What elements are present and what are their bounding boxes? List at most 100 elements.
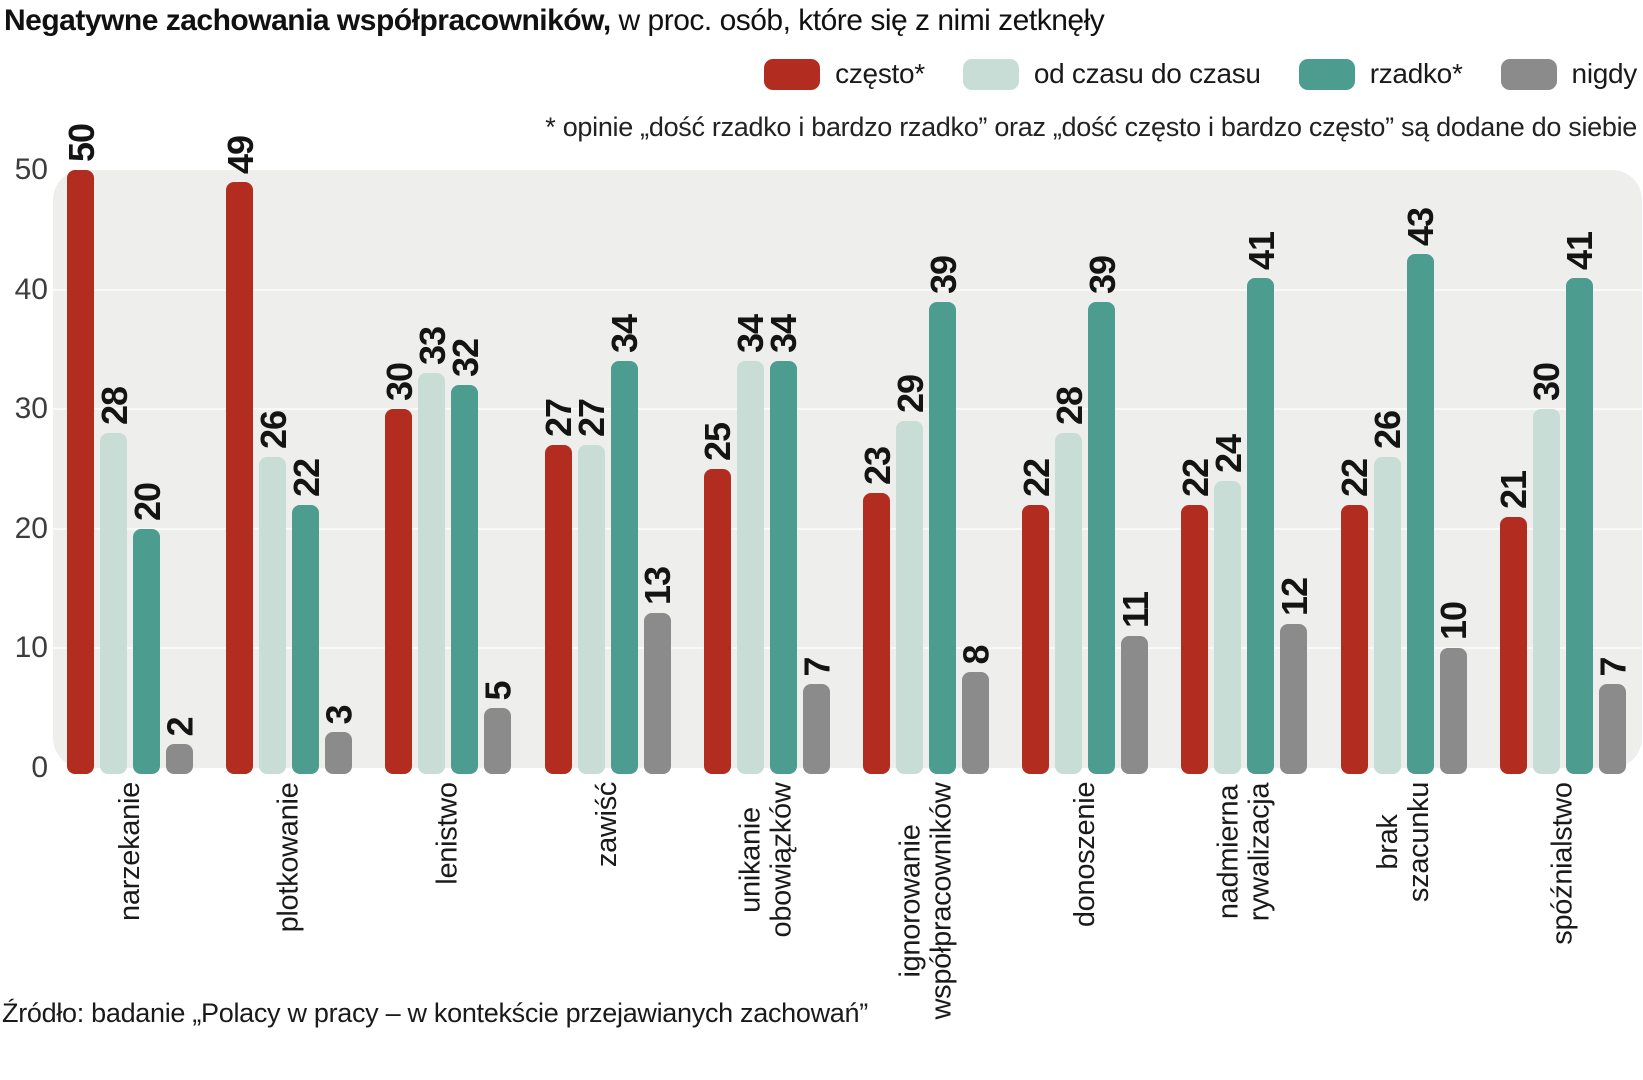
bar-value-label: 12 <box>1273 578 1315 617</box>
bar <box>451 385 479 774</box>
category-label: nadmierna rywalizacja <box>1212 782 1276 921</box>
bar <box>226 181 254 774</box>
bar <box>1055 433 1083 774</box>
source-note: Źródło: badanie „Polacy w pracy – w kont… <box>2 998 868 1028</box>
bar-value-label: 30 <box>378 363 420 402</box>
bar-value-label: 10 <box>1433 602 1475 641</box>
bar-value-label: 49 <box>219 135 261 174</box>
bar <box>769 361 797 774</box>
y-axis-tick: 40 <box>14 272 48 306</box>
bar-value-label: 23 <box>856 446 898 485</box>
chart-legend: często* od czasu do czasu rzadko* nigdy <box>764 58 1637 90</box>
legend-item: nigdy <box>1500 58 1638 90</box>
bar-value-label: 34 <box>730 315 772 354</box>
bar <box>577 445 605 774</box>
bar <box>1532 409 1560 774</box>
bar <box>484 708 512 774</box>
bar <box>1499 516 1527 774</box>
category-label: zawiść <box>591 781 624 868</box>
bar-value-label: 22 <box>1334 458 1376 497</box>
bar-value-label: 26 <box>1367 411 1409 450</box>
bar <box>1247 277 1275 774</box>
bar <box>1565 277 1593 774</box>
y-axis-tick: 20 <box>14 511 48 545</box>
chart-footnote: * opinie „dość rzadko i bardzo rzadko” o… <box>545 112 1637 142</box>
bar <box>736 361 764 774</box>
bar-value-label: 30 <box>1526 363 1568 402</box>
bar-value-label: 34 <box>763 315 805 354</box>
bar-value-label: 50 <box>60 123 102 163</box>
bar <box>325 732 353 774</box>
bar-value-label: 33 <box>411 327 453 366</box>
y-axis-tick: 0 <box>31 751 48 784</box>
bar-value-label: 22 <box>1174 458 1216 497</box>
legend-label: rzadko* <box>1369 58 1463 89</box>
category-label: unikanie obowiązków <box>734 782 798 937</box>
bar <box>896 421 923 774</box>
bar <box>385 409 413 774</box>
bar <box>1406 253 1434 774</box>
legend-label: często* <box>835 58 925 89</box>
y-axis-tick: 50 <box>14 153 48 186</box>
bar <box>166 744 193 774</box>
bar <box>1439 648 1467 774</box>
bar <box>133 528 160 774</box>
bar-value-label: 3 <box>318 705 360 725</box>
legend-swatch <box>962 58 1019 90</box>
legend-swatch <box>764 58 821 90</box>
bar <box>1088 301 1116 774</box>
bar <box>1121 636 1149 774</box>
category-label: lenistwo <box>432 781 465 885</box>
bar <box>1373 457 1401 774</box>
gridline <box>53 408 1642 411</box>
gridline <box>53 288 1642 291</box>
legend-label: nigdy <box>1571 58 1638 89</box>
legend-item: rzadko* <box>1298 58 1463 90</box>
bar-value-label: 27 <box>538 399 580 438</box>
bar-value-label: 24 <box>1207 434 1249 473</box>
bar-value-label: 41 <box>1240 231 1282 270</box>
bar-value-label: 21 <box>1493 470 1535 509</box>
category-label: ignorowanie współpracowników <box>893 782 957 1019</box>
gridline <box>53 527 1642 530</box>
bar-value-label: 32 <box>444 339 486 378</box>
bar <box>802 684 830 774</box>
bar <box>418 373 446 774</box>
bar <box>544 445 572 774</box>
page-title-bold: Negatywne zachowania współpracowników, <box>4 4 611 37</box>
bar <box>292 504 320 774</box>
category-label: donoszenie <box>1068 781 1101 928</box>
bar-value-label: 5 <box>477 681 519 701</box>
bar <box>1340 504 1368 774</box>
page-title-subtitle: w proc. osób, które się z nimi zetknęły <box>610 4 1105 37</box>
bar-value-label: 41 <box>1559 231 1601 270</box>
y-axis-tick: 10 <box>14 631 48 665</box>
bar-value-label: 13 <box>637 566 679 605</box>
bar <box>929 301 956 774</box>
bar <box>259 457 287 774</box>
gridline <box>53 647 1642 650</box>
legend-swatch <box>1500 58 1557 90</box>
legend-item: od czasu do czasu <box>962 58 1261 90</box>
category-label: brak szacunku <box>1371 781 1435 903</box>
bar-value-label: 28 <box>93 387 135 426</box>
bar <box>1022 504 1050 774</box>
bar-value-label: 2 <box>159 717 201 737</box>
legend-swatch <box>1298 58 1355 90</box>
bar <box>962 672 989 774</box>
page-title: Negatywne zachowania współpracowników, w… <box>4 2 1105 40</box>
bar-value-label: 34 <box>604 315 646 354</box>
bar-value-label: 43 <box>1400 207 1442 246</box>
bar <box>703 469 731 774</box>
bar-value-label: 20 <box>126 482 168 521</box>
y-axis-tick: 30 <box>14 392 48 426</box>
bar-value-label: 26 <box>252 411 294 450</box>
bar-value-label: 8 <box>955 645 997 665</box>
category-label: plotkowanie <box>272 782 305 932</box>
bar-value-label: 22 <box>285 458 327 497</box>
bar <box>1280 624 1308 774</box>
bar <box>67 170 94 774</box>
bar-value-label: 28 <box>1048 387 1090 426</box>
category-label: spóźnialstwo <box>1546 781 1579 945</box>
